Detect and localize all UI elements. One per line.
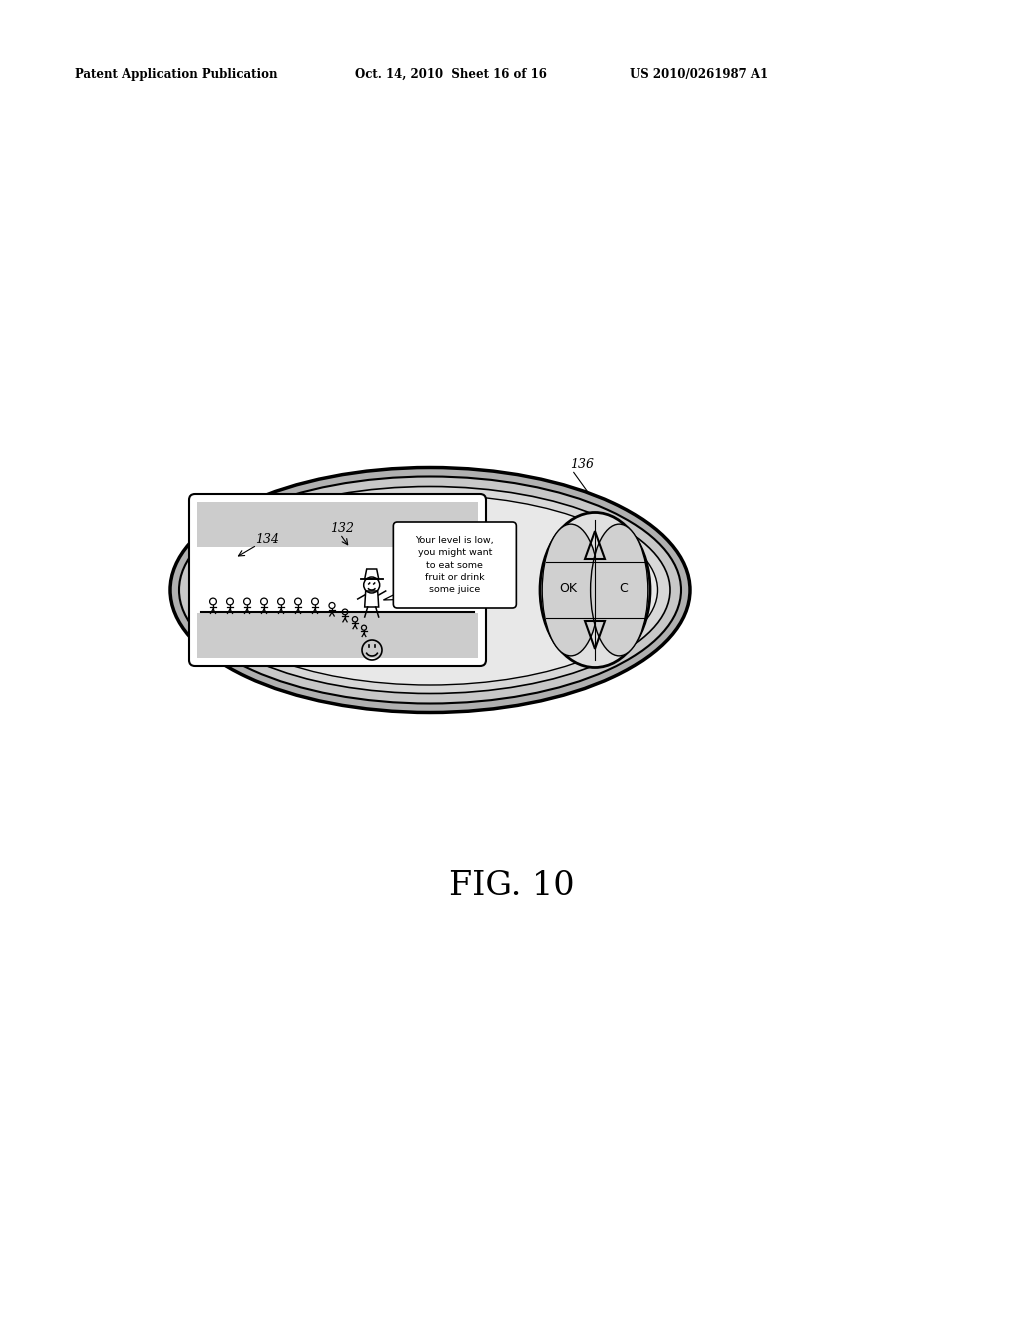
Text: Your level is low,
you might want
to eat some
fruit or drink
some juice: Your level is low, you might want to eat… xyxy=(416,536,495,594)
FancyBboxPatch shape xyxy=(393,521,516,609)
Bar xyxy=(197,502,478,546)
Text: OK: OK xyxy=(559,582,578,595)
Text: Oct. 14, 2010  Sheet 16 of 16: Oct. 14, 2010 Sheet 16 of 16 xyxy=(355,69,547,81)
Text: 132: 132 xyxy=(330,521,354,535)
Text: 134: 134 xyxy=(255,533,279,546)
Text: US 2010/0261987 A1: US 2010/0261987 A1 xyxy=(630,69,768,81)
Text: FIG. 10: FIG. 10 xyxy=(450,870,574,902)
Ellipse shape xyxy=(190,487,670,693)
Text: C: C xyxy=(620,582,628,595)
Ellipse shape xyxy=(540,512,650,668)
Bar xyxy=(197,614,478,657)
Text: Patent Application Publication: Patent Application Publication xyxy=(75,69,278,81)
Bar xyxy=(197,546,478,614)
Ellipse shape xyxy=(542,524,599,656)
FancyBboxPatch shape xyxy=(189,494,486,667)
Ellipse shape xyxy=(591,524,648,656)
Text: 136: 136 xyxy=(570,458,594,471)
Ellipse shape xyxy=(179,477,681,704)
Polygon shape xyxy=(383,591,416,601)
Ellipse shape xyxy=(203,495,657,685)
Ellipse shape xyxy=(170,467,690,713)
